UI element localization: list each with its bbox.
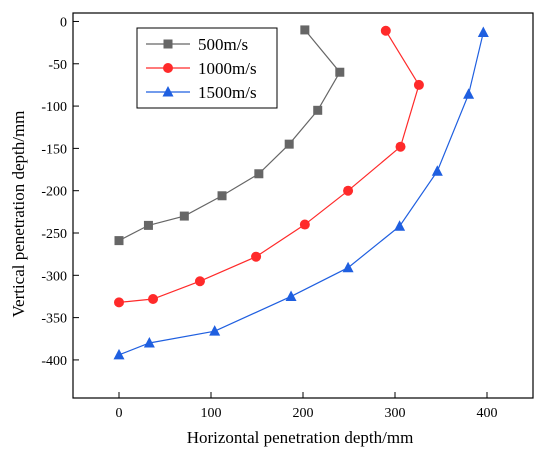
data-point [114, 236, 124, 246]
data-point [284, 139, 294, 149]
y-tick-label: -50 [48, 58, 67, 73]
x-tick-label: 200 [293, 406, 314, 421]
y-tick-label: -100 [41, 100, 67, 115]
series-layer [113, 25, 489, 360]
x-tick-label: 300 [385, 406, 406, 421]
data-point [431, 165, 443, 176]
data-point [143, 337, 155, 348]
legend-item-1500m-s: 1500m/s [146, 83, 257, 102]
data-point [343, 185, 354, 196]
y-tick-label: 0 [60, 15, 67, 30]
data-point [342, 261, 354, 273]
legend-label: 500m/s [198, 35, 248, 54]
data-point [209, 325, 221, 336]
y-tick-label: -300 [41, 269, 67, 284]
data-point [251, 251, 262, 262]
y-tick-label: -200 [41, 185, 67, 200]
data-point [285, 290, 297, 301]
legend-marker [163, 39, 173, 49]
data-point [179, 211, 189, 221]
y-tick-label: -350 [41, 312, 67, 327]
data-point [463, 88, 475, 99]
x-axis-title: Horizontal penetration depth/mm [187, 428, 414, 447]
data-point [113, 348, 125, 360]
data-point [114, 297, 124, 308]
y-axis: 0 -50 -100 -150 -200 -250 -300 -350 -400 [41, 15, 79, 369]
y-tick-label: -250 [41, 227, 67, 242]
data-point [335, 67, 345, 77]
series-1000m-s [114, 25, 424, 308]
legend-item-1000m-s: 1000m/s [146, 59, 257, 78]
legend: 500m/s 1000m/s 1500m/s [136, 27, 278, 109]
data-point [380, 25, 391, 36]
x-axis: 0 100 200 300 400 [116, 392, 498, 421]
legend-label: 1000m/s [198, 59, 257, 78]
legend-marker [163, 63, 173, 73]
series-1500m-s [113, 26, 489, 360]
x-tick-label: 0 [116, 406, 123, 421]
data-point [394, 220, 406, 231]
data-point [148, 294, 159, 304]
data-point [299, 219, 310, 230]
x-tick-label: 400 [477, 406, 498, 421]
y-axis-title: Vertical penetration depth/mm [9, 111, 28, 318]
data-point [395, 141, 406, 152]
series-500m-s [114, 25, 345, 246]
data-point [254, 169, 264, 179]
legend-label: 1500m/s [198, 83, 257, 102]
data-point [413, 79, 424, 90]
data-point [217, 191, 227, 201]
data-point [194, 276, 205, 287]
data-point [300, 25, 310, 35]
x-tick-label: 100 [201, 406, 222, 421]
data-point [313, 105, 323, 115]
data-point [477, 26, 489, 37]
data-point [143, 220, 153, 230]
legend-item-500m-s: 500m/s [146, 35, 248, 54]
y-tick-label: -150 [41, 142, 67, 157]
legend-marker [162, 86, 174, 97]
y-tick-label: -400 [41, 354, 67, 369]
